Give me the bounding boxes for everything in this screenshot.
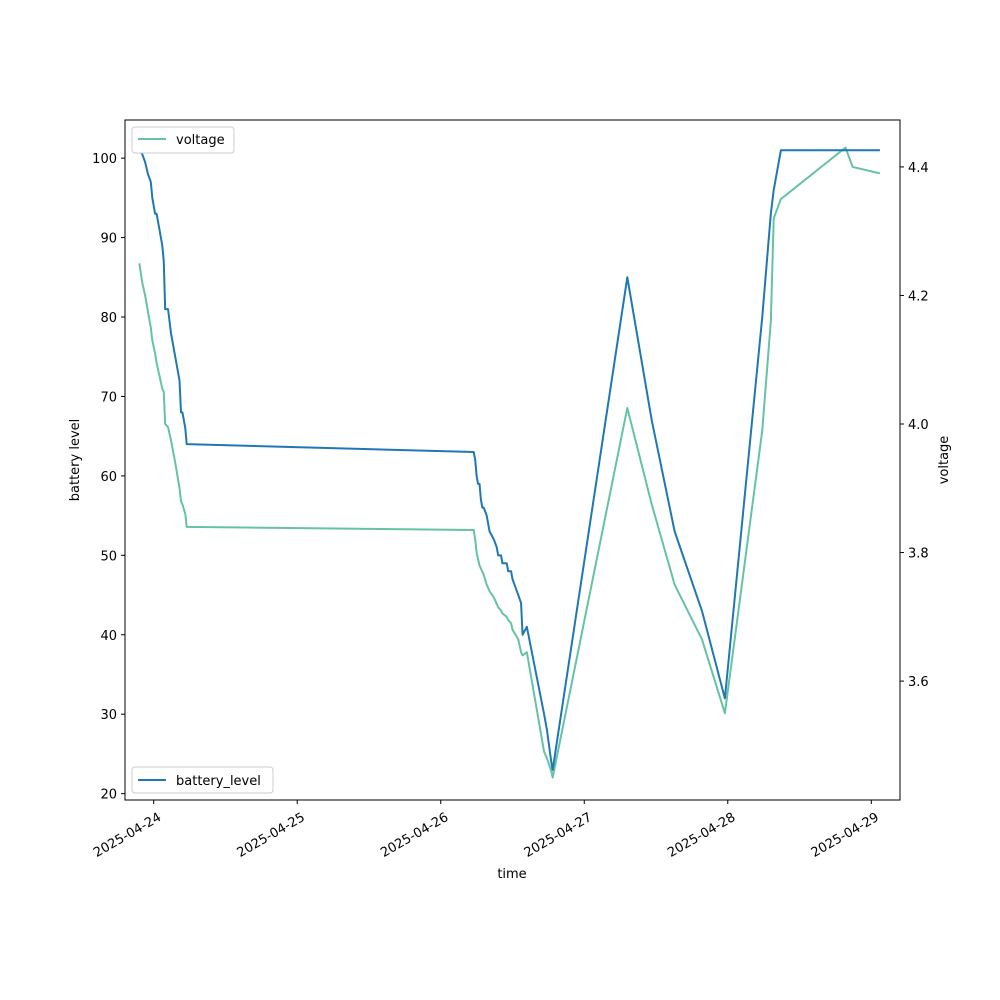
y-left-tick-label: 90 <box>100 232 117 247</box>
series-line-voltage <box>138 146 881 779</box>
legend-voltage: voltage <box>131 126 235 154</box>
legend-box <box>131 766 274 794</box>
legend-label-voltage: voltage <box>176 133 225 148</box>
y-axis-right-label: voltage <box>937 436 952 485</box>
x-axis-label: time <box>497 867 526 882</box>
series-layer <box>138 146 881 779</box>
legend-box <box>131 126 235 154</box>
y-axis-left: 20 30 40 50 60 70 80 90 100 <box>92 152 125 803</box>
y-right-tick-label: 3.6 <box>908 675 929 690</box>
y-right-tick-label: 4.4 <box>908 161 929 176</box>
series-line-battery-level <box>138 149 880 771</box>
y-right-tick-label: 4.2 <box>908 289 929 304</box>
y-left-tick-label: 80 <box>100 311 117 326</box>
legend-battery-level: battery_level <box>131 766 274 794</box>
plot-area-frame <box>124 119 901 801</box>
y-left-tick-label: 60 <box>100 470 117 485</box>
y-left-tick-label: 20 <box>100 788 117 803</box>
y-left-tick-label: 70 <box>100 390 117 405</box>
y-left-tick-label: 50 <box>100 549 117 564</box>
y-left-tick-label: 30 <box>100 708 117 723</box>
y-right-tick-label: 4.0 <box>908 418 929 433</box>
y-left-tick-label: 40 <box>100 629 117 644</box>
y-left-tick-label: 100 <box>92 152 117 167</box>
legend-label-battery-level: battery_level <box>176 774 261 789</box>
y-right-tick-label: 3.8 <box>908 547 929 562</box>
y-axis-right: 3.6 3.8 4.0 4.2 4.4 <box>900 161 929 690</box>
y-axis-left-label: battery level <box>68 419 83 502</box>
